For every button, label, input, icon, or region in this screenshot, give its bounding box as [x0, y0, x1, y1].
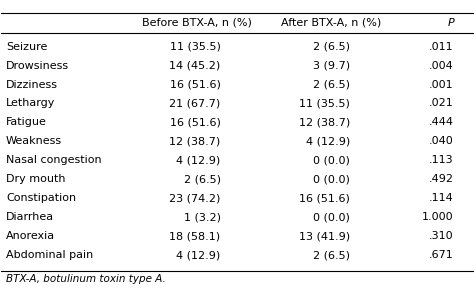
Text: .011: .011 [429, 42, 454, 52]
Text: 16 (51.6): 16 (51.6) [170, 79, 220, 89]
Text: 23 (74.2): 23 (74.2) [169, 193, 220, 203]
Text: 4 (12.9): 4 (12.9) [176, 155, 220, 165]
Text: 2 (6.5): 2 (6.5) [313, 79, 350, 89]
Text: Nasal congestion: Nasal congestion [6, 155, 102, 165]
Text: Before BTX-A, n (%): Before BTX-A, n (%) [142, 18, 252, 28]
Text: 14 (45.2): 14 (45.2) [169, 61, 220, 71]
Text: .310: .310 [429, 231, 454, 241]
Text: 0 (0.0): 0 (0.0) [313, 155, 350, 165]
Text: 21 (67.7): 21 (67.7) [169, 98, 220, 108]
Text: Dizziness: Dizziness [6, 79, 58, 89]
Text: 3 (9.7): 3 (9.7) [313, 61, 350, 71]
Text: Dry mouth: Dry mouth [6, 174, 65, 184]
Text: Anorexia: Anorexia [6, 231, 55, 241]
Text: Drowsiness: Drowsiness [6, 61, 69, 71]
Text: .040: .040 [429, 137, 454, 146]
Text: .113: .113 [429, 155, 454, 165]
Text: Constipation: Constipation [6, 193, 76, 203]
Text: 4 (12.9): 4 (12.9) [176, 250, 220, 260]
Text: 1.000: 1.000 [422, 212, 454, 222]
Text: 0 (0.0): 0 (0.0) [313, 212, 350, 222]
Text: 2 (6.5): 2 (6.5) [313, 42, 350, 52]
Text: 0 (0.0): 0 (0.0) [313, 174, 350, 184]
Text: 2 (6.5): 2 (6.5) [183, 174, 220, 184]
Text: 12 (38.7): 12 (38.7) [169, 137, 220, 146]
Text: .001: .001 [429, 79, 454, 89]
Text: 11 (35.5): 11 (35.5) [299, 98, 350, 108]
Text: .444: .444 [429, 117, 454, 127]
Text: Abdominal pain: Abdominal pain [6, 250, 93, 260]
Text: 12 (38.7): 12 (38.7) [299, 117, 350, 127]
Text: .114: .114 [429, 193, 454, 203]
Text: 4 (12.9): 4 (12.9) [306, 137, 350, 146]
Text: BTX-A, botulinum toxin type A.: BTX-A, botulinum toxin type A. [6, 274, 166, 284]
Text: Weakness: Weakness [6, 137, 62, 146]
Text: .004: .004 [429, 61, 454, 71]
Text: Diarrhea: Diarrhea [6, 212, 54, 222]
Text: 16 (51.6): 16 (51.6) [170, 117, 220, 127]
Text: Fatigue: Fatigue [6, 117, 47, 127]
Text: 1 (3.2): 1 (3.2) [183, 212, 220, 222]
Text: Lethargy: Lethargy [6, 98, 55, 108]
Text: P: P [448, 18, 455, 28]
Text: 11 (35.5): 11 (35.5) [170, 42, 220, 52]
Text: .492: .492 [429, 174, 454, 184]
Text: .021: .021 [429, 98, 454, 108]
Text: After BTX-A, n (%): After BTX-A, n (%) [281, 18, 382, 28]
Text: 2 (6.5): 2 (6.5) [313, 250, 350, 260]
Text: Seizure: Seizure [6, 42, 47, 52]
Text: 18 (58.1): 18 (58.1) [169, 231, 220, 241]
Text: 16 (51.6): 16 (51.6) [299, 193, 350, 203]
Text: 13 (41.9): 13 (41.9) [299, 231, 350, 241]
Text: .671: .671 [429, 250, 454, 260]
